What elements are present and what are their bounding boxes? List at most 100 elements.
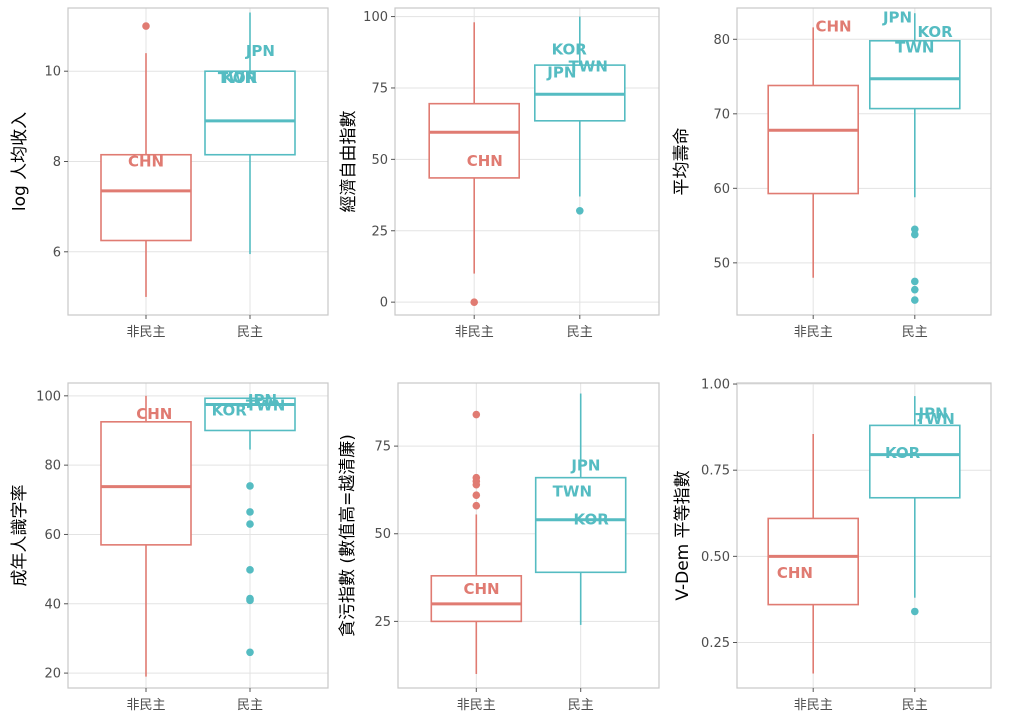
box-1 bbox=[533, 16, 626, 215]
y-axis-title: 成年人識字率 bbox=[10, 485, 30, 587]
y-tick-label: 25 bbox=[371, 224, 388, 239]
outlier-point bbox=[576, 206, 584, 215]
x-tick-label: 非民主 bbox=[794, 698, 833, 713]
y-tick-label: 8 bbox=[53, 155, 61, 170]
x-tick-label: 民主 bbox=[902, 325, 928, 340]
outlier-point bbox=[246, 566, 254, 574]
outlier-point bbox=[246, 520, 254, 528]
y-axis-title: 貪污指數 (數值高=越清廉) bbox=[337, 434, 358, 637]
x-tick-label: 非民主 bbox=[455, 325, 494, 340]
outlier-point bbox=[911, 225, 919, 234]
outlier-point bbox=[246, 482, 254, 490]
country-label-chn: CHN bbox=[815, 18, 851, 36]
outlier-point bbox=[470, 298, 479, 306]
iqr-box bbox=[868, 39, 961, 110]
iqr-box bbox=[428, 102, 521, 179]
country-label-jpn: JPN bbox=[247, 391, 277, 409]
outlier-point bbox=[142, 22, 150, 30]
country-label-jpn: JPN bbox=[918, 404, 948, 422]
y-tick-label: 100 bbox=[36, 389, 61, 404]
outlier-point bbox=[911, 230, 919, 239]
outlier-point bbox=[472, 501, 481, 510]
y-tick-label: 40 bbox=[44, 597, 61, 612]
country-label-twn: TWN bbox=[246, 397, 285, 415]
country-label-jpn: JPN bbox=[882, 9, 912, 27]
box-1 bbox=[204, 12, 296, 255]
y-tick-label: 25 bbox=[374, 615, 391, 630]
x-tick-label: 民主 bbox=[902, 698, 928, 713]
y-tick-label: 50 bbox=[371, 153, 388, 168]
x-tick-label: 民主 bbox=[237, 698, 263, 713]
y-axis-title: V-Dem 平等指數 bbox=[673, 470, 693, 600]
iqr-box bbox=[868, 424, 961, 499]
y-tick-label: 100 bbox=[363, 10, 388, 25]
outlier-point bbox=[911, 277, 919, 286]
y-tick-label: 0.50 bbox=[701, 550, 730, 565]
outlier-point bbox=[911, 296, 919, 304]
y-tick-label: 50 bbox=[713, 256, 730, 271]
outlier-point bbox=[246, 596, 254, 605]
box-0 bbox=[767, 434, 860, 674]
iqr-box bbox=[100, 153, 192, 242]
iqr-box bbox=[767, 84, 860, 195]
x-tick-label: 民主 bbox=[568, 698, 594, 713]
y-tick-label: 80 bbox=[44, 459, 61, 474]
x-tick-label: 非民主 bbox=[457, 698, 496, 713]
y-tick-label: 60 bbox=[44, 528, 61, 543]
country-label-jpn: JPN bbox=[570, 456, 600, 474]
outlier-point bbox=[472, 480, 481, 489]
iqr-box bbox=[430, 575, 523, 623]
x-tick-label: 民主 bbox=[237, 325, 263, 340]
box-1 bbox=[534, 393, 627, 625]
iqr-box bbox=[100, 421, 192, 546]
country-label-kor: KOR bbox=[574, 511, 610, 529]
country-label-jpn: JPN bbox=[245, 42, 275, 60]
x-tick-label: 非民主 bbox=[126, 698, 165, 713]
box-0 bbox=[428, 22, 521, 306]
y-tick-label: 75 bbox=[374, 440, 391, 455]
y-tick-label: 50 bbox=[374, 527, 391, 542]
panel-frame bbox=[736, 382, 992, 689]
y-axis-title: 經濟自由指數 bbox=[339, 111, 359, 213]
y-tick-label: 10 bbox=[44, 65, 61, 80]
country-label-chn: CHN bbox=[128, 153, 164, 171]
outlier-point bbox=[246, 508, 254, 516]
box-0 bbox=[767, 27, 860, 278]
panel-frame bbox=[67, 382, 329, 689]
country-label-jpn: JPN bbox=[546, 63, 576, 81]
panel-4: 25 50 75 非民主 民主 貪污指數 (數值高=越清廉) CHN JPN TWN KOR bbox=[337, 382, 660, 713]
country-label-kor: KOR bbox=[885, 444, 921, 462]
panel-frame bbox=[397, 382, 660, 689]
outlier-point bbox=[472, 410, 481, 419]
x-tick-label: 民主 bbox=[567, 325, 593, 340]
panel-5: 0.25 0.50 0.75 1.00 非民主 民主 V-Dem 平等指數 CHN JPNTWN… bbox=[673, 378, 992, 713]
country-label-twn: TWN bbox=[915, 410, 954, 428]
y-tick-label: 1.00 bbox=[701, 378, 730, 393]
box-0 bbox=[100, 22, 192, 297]
country-label-kor: KOR bbox=[212, 401, 248, 419]
y-tick-label: 0.25 bbox=[701, 636, 730, 651]
box-1 bbox=[204, 395, 296, 657]
country-label-kor: KOR bbox=[222, 69, 258, 87]
y-axis-title: log 人均收入 bbox=[10, 112, 30, 211]
country-label-twn: TWN bbox=[218, 69, 257, 87]
country-label-chn: CHN bbox=[463, 580, 499, 598]
outlier-point bbox=[911, 607, 919, 616]
x-tick-label: 非民主 bbox=[794, 325, 833, 340]
country-label-chn: CHN bbox=[467, 152, 503, 170]
y-tick-label: 60 bbox=[713, 182, 730, 197]
country-label-kor: KOR bbox=[917, 23, 953, 41]
y-axis-title: 平均壽命 bbox=[672, 128, 692, 196]
box-0 bbox=[100, 395, 192, 677]
iqr-box bbox=[204, 70, 296, 156]
outlier-point bbox=[911, 285, 919, 294]
box-1 bbox=[868, 396, 961, 616]
y-tick-label: 20 bbox=[44, 667, 61, 682]
y-tick-label: 80 bbox=[713, 33, 730, 48]
country-label-twn: TWN bbox=[569, 58, 608, 76]
iqr-box bbox=[534, 476, 627, 574]
